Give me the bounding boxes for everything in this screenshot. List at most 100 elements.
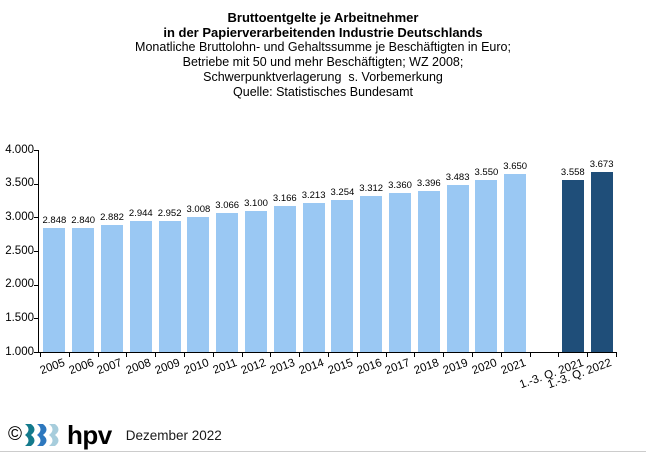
bar-2012 (245, 210, 267, 352)
bar-2013 (273, 206, 296, 352)
x-axis-tick (587, 353, 589, 357)
bar-value-label: 3.213 (301, 189, 326, 201)
bottom-divider (0, 451, 646, 452)
bar-value-label: 3.008 (186, 203, 211, 215)
footer-date: Dezember 2022 (125, 427, 222, 443)
x-axis-tick (558, 353, 560, 357)
x-axis-category-label: 2017 (383, 357, 413, 378)
bar-value-label: 3.066 (215, 199, 240, 211)
x-axis-tick (529, 353, 531, 357)
y-axis-tick-label: 1.000 (5, 345, 34, 358)
y-axis-tick (34, 284, 38, 286)
x-axis-tick (270, 353, 272, 357)
x-axis-category-label: 2008 (124, 357, 153, 378)
bar-2010 (187, 216, 210, 352)
y-axis-tick-label: 3.500 (5, 177, 34, 190)
x-axis-tick (328, 353, 329, 357)
hpv-logo-text: hpv (67, 420, 112, 450)
chart-title-block: Bruttoentgelte je Arbeitnehmer in der Pa… (0, 10, 646, 100)
chart-title-line-2: in der Papierverarbeitenden Industrie De… (163, 25, 483, 40)
y-axis-tick (34, 251, 38, 252)
x-axis-category-label: 2019 (441, 357, 470, 378)
bar-2018 (417, 190, 440, 352)
bar-2006 (72, 228, 95, 352)
bar-2007 (101, 225, 123, 352)
bar-2005 (43, 227, 66, 352)
x-axis-category-label: 2018 (412, 357, 441, 378)
y-axis-tick-label: 1.500 (5, 311, 34, 324)
x-axis-category-label: 2021 (499, 357, 528, 378)
x-axis-tick (184, 353, 185, 357)
x-axis-tick (443, 353, 445, 357)
bar-2021 (504, 173, 527, 352)
x-axis-category-label: 2013 (268, 357, 297, 378)
chart-source-line: Quelle: Statistisches Bundesamt (233, 85, 413, 99)
x-axis-tick (414, 353, 416, 357)
y-axis-tick (34, 217, 38, 219)
bar-value-label: 3.312 (359, 183, 384, 195)
x-axis-tick (299, 353, 301, 357)
bar-value-label: 3.254 (330, 187, 355, 199)
bar-value-label: 2.840 (71, 215, 96, 227)
bar-2008 (129, 221, 152, 352)
bar-value-label: 3.558 (560, 166, 585, 178)
bar-value-label: 3.166 (272, 193, 297, 205)
bar-value-label: 2.952 (157, 207, 182, 219)
bar-value-label: 3.360 (388, 180, 412, 192)
bar-value-label: 3.483 (445, 171, 470, 183)
x-axis-tick (616, 353, 617, 357)
bar-2020 (475, 180, 498, 352)
bar-2019 (446, 184, 469, 352)
x-axis-tick (212, 353, 214, 357)
x-axis-category-label: 2014 (297, 357, 326, 378)
y-axis-tick-label: 3.000 (5, 210, 34, 223)
x-axis-category-label: 2015 (326, 357, 355, 378)
x-axis-tick (385, 353, 387, 357)
y-axis-tick (34, 183, 38, 185)
copyright-icon: © (8, 424, 22, 445)
x-axis-tick (155, 353, 157, 357)
x-axis-category-label: 2020 (470, 357, 499, 378)
bar-value-label: 3.100 (244, 197, 268, 209)
bar-2014 (302, 202, 325, 352)
bar-2017 (389, 193, 411, 352)
bar-value-label: 3.650 (503, 160, 528, 172)
x-axis-tick (40, 353, 41, 357)
bar-1.-3. Q. 2021 (561, 179, 584, 352)
x-axis-category-label: 2006 (67, 357, 96, 378)
bar-2015 (331, 200, 354, 352)
bar-value-label: 3.550 (474, 167, 499, 179)
chart-subtitle-line-1: Monatliche Bruttolohn- und Gehaltssumme … (135, 40, 511, 54)
y-axis-tick-label: 2.000 (5, 278, 34, 291)
y-axis-tick-label: 4.000 (5, 143, 34, 156)
hpv-logo-waves-icon (24, 424, 62, 446)
y-axis-tick-label: 2.500 (5, 244, 34, 257)
x-axis-tick (126, 353, 128, 357)
bar-2016 (360, 196, 383, 352)
y-axis-tick (34, 318, 38, 320)
bar-value-label: 3.396 (416, 177, 441, 189)
chart-subtitle-line-3: Schwerpunktverlagerung s. Vorbemerkung (203, 70, 443, 84)
x-axis-category-label: 2016 (355, 357, 384, 378)
x-axis-tick (241, 353, 243, 357)
x-axis-tick (356, 353, 358, 357)
chart-title-line-1: Bruttoentgelte je Arbeitnehmer (227, 10, 419, 25)
x-axis-category-label: 2010 (182, 357, 211, 378)
footer: © hpv Dezember 2022 (8, 420, 222, 450)
chart-subtitle-line-2: Betriebe mit 50 und mehr Beschäftigten; … (182, 55, 464, 69)
x-axis-category-label: 2009 (153, 357, 182, 378)
bar-1.-3. Q. 2022 (590, 172, 613, 352)
bar-value-label: 2.882 (100, 212, 124, 224)
x-axis-category-label: 2007 (95, 357, 125, 378)
bar-2011 (216, 212, 239, 352)
x-axis-tick (500, 353, 502, 357)
bar-value-label: 2.944 (128, 208, 153, 220)
x-axis-line (38, 352, 617, 353)
x-axis-category-label: 2012 (239, 357, 269, 378)
x-axis-category-label: 2011 (211, 357, 240, 377)
bar-value-label: 3.673 (589, 159, 614, 171)
x-axis-tick (68, 353, 70, 357)
y-axis-tick (34, 352, 38, 353)
x-axis-category-label: 2005 (38, 357, 67, 378)
